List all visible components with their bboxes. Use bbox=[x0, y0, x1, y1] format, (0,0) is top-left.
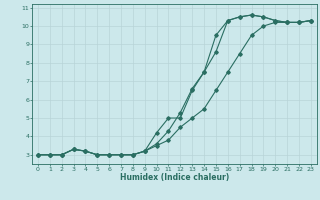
X-axis label: Humidex (Indice chaleur): Humidex (Indice chaleur) bbox=[120, 173, 229, 182]
